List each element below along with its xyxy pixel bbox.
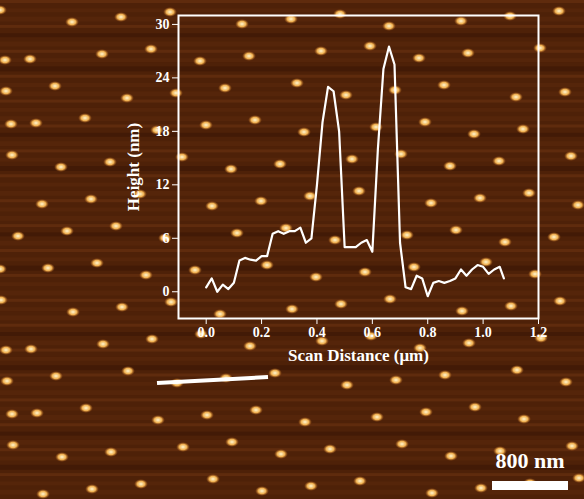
svg-text:800 nm: 800 nm: [495, 448, 564, 473]
svg-text:18: 18: [156, 124, 170, 139]
svg-text:0.6: 0.6: [364, 325, 382, 340]
svg-text:Scan Distance (μm): Scan Distance (μm): [288, 346, 429, 365]
svg-text:12: 12: [156, 177, 170, 192]
svg-text:0.2: 0.2: [253, 325, 270, 340]
svg-text:6: 6: [163, 231, 170, 246]
svg-text:24: 24: [156, 70, 170, 85]
svg-text:1.2: 1.2: [530, 325, 548, 340]
svg-text:30: 30: [156, 17, 170, 32]
svg-text:1.0: 1.0: [474, 325, 492, 340]
svg-text:Height (nm): Height (nm): [124, 123, 143, 211]
svg-text:0.8: 0.8: [419, 325, 437, 340]
svg-text:0.0: 0.0: [197, 325, 215, 340]
svg-text:0: 0: [163, 284, 170, 299]
svg-text:0.4: 0.4: [308, 325, 326, 340]
